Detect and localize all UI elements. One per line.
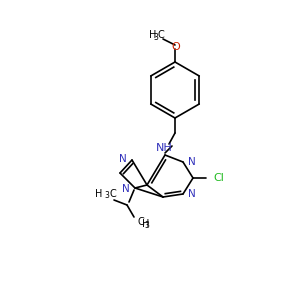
Text: N: N — [188, 189, 196, 199]
Text: H: H — [142, 219, 149, 229]
Text: NH: NH — [156, 143, 172, 153]
Text: C: C — [138, 217, 145, 227]
Text: H: H — [149, 30, 157, 40]
Text: N: N — [122, 184, 130, 194]
Text: H: H — [94, 189, 102, 199]
Text: N: N — [188, 157, 196, 167]
Text: 3: 3 — [104, 191, 109, 200]
Text: Cl: Cl — [213, 173, 224, 183]
Text: 3: 3 — [144, 221, 149, 230]
Text: C: C — [158, 30, 164, 40]
Text: N: N — [119, 154, 127, 164]
Text: C: C — [109, 189, 116, 199]
Text: O: O — [172, 42, 180, 52]
Text: 3: 3 — [154, 32, 158, 41]
